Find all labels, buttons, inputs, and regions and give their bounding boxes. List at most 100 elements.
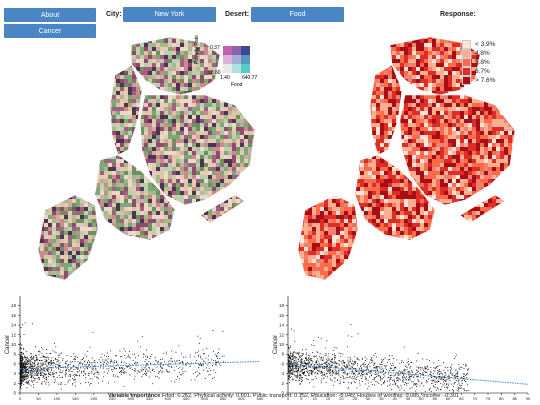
data-point bbox=[57, 354, 59, 356]
data-point bbox=[288, 360, 290, 362]
data-point bbox=[74, 374, 76, 376]
data-point bbox=[302, 367, 304, 369]
data-point bbox=[207, 370, 209, 372]
data-point bbox=[216, 361, 218, 363]
data-point bbox=[416, 383, 418, 385]
about-button[interactable]: About bbox=[4, 8, 96, 22]
data-point bbox=[52, 372, 53, 374]
data-point bbox=[417, 376, 419, 377]
data-point bbox=[145, 355, 147, 357]
data-point bbox=[453, 390, 455, 392]
data-point bbox=[24, 363, 26, 365]
data-point bbox=[72, 371, 74, 373]
data-point bbox=[33, 355, 34, 357]
data-point bbox=[58, 363, 60, 365]
data-point bbox=[148, 367, 150, 369]
data-point bbox=[23, 364, 25, 366]
data-point bbox=[105, 363, 107, 365]
data-point bbox=[292, 378, 294, 380]
data-point bbox=[359, 384, 361, 386]
data-point bbox=[454, 356, 456, 358]
data-point bbox=[343, 369, 345, 371]
data-point bbox=[28, 383, 30, 385]
data-point bbox=[182, 372, 184, 374]
x-tick-label: 55 bbox=[432, 396, 437, 401]
data-point bbox=[440, 371, 442, 373]
y-tick-label: 16 bbox=[11, 313, 17, 318]
data-point bbox=[374, 366, 376, 368]
data-point bbox=[48, 384, 50, 386]
data-point bbox=[70, 371, 72, 373]
data-point bbox=[306, 366, 308, 368]
data-point bbox=[113, 374, 114, 376]
data-point bbox=[67, 381, 69, 383]
data-point bbox=[55, 357, 56, 359]
data-point bbox=[175, 379, 177, 380]
data-point bbox=[450, 383, 452, 385]
data-point bbox=[448, 384, 450, 386]
data-point bbox=[199, 373, 201, 375]
data-point bbox=[288, 370, 290, 372]
data-point bbox=[301, 369, 303, 371]
data-point bbox=[78, 363, 80, 365]
data-point bbox=[453, 386, 455, 388]
data-point bbox=[295, 359, 297, 361]
data-point bbox=[48, 369, 50, 371]
data-point bbox=[304, 374, 306, 376]
data-point bbox=[438, 378, 440, 380]
x-tick-label: 200 bbox=[91, 396, 98, 401]
data-point bbox=[202, 364, 204, 365]
data-point bbox=[21, 379, 23, 381]
data-point bbox=[377, 366, 379, 368]
data-point bbox=[25, 359, 27, 361]
data-point bbox=[448, 377, 450, 379]
x-tick-label: 20 bbox=[339, 396, 344, 401]
data-point bbox=[320, 366, 322, 368]
data-point bbox=[343, 362, 345, 364]
data-point bbox=[461, 380, 463, 382]
data-point bbox=[311, 365, 313, 367]
x-tick-label: 50 bbox=[419, 396, 424, 401]
data-point bbox=[44, 360, 46, 362]
data-point bbox=[54, 380, 56, 382]
data-point bbox=[433, 386, 435, 388]
data-point bbox=[454, 374, 456, 376]
data-point bbox=[65, 372, 67, 374]
data-point bbox=[298, 366, 300, 368]
data-point bbox=[162, 364, 164, 366]
data-point bbox=[30, 373, 32, 375]
data-point bbox=[345, 373, 347, 375]
data-point bbox=[20, 361, 22, 363]
data-point bbox=[311, 364, 313, 365]
data-point bbox=[332, 354, 334, 356]
bivariate-map[interactable] bbox=[20, 35, 280, 285]
data-point bbox=[21, 356, 23, 357]
data-point bbox=[331, 370, 333, 372]
data-point bbox=[403, 346, 405, 348]
data-point bbox=[152, 368, 154, 370]
data-point bbox=[414, 390, 416, 392]
data-point bbox=[294, 375, 296, 377]
data-point bbox=[88, 365, 90, 366]
data-point bbox=[297, 358, 299, 360]
data-point bbox=[20, 366, 21, 368]
cancer-button[interactable]: Cancer bbox=[4, 24, 96, 38]
data-point bbox=[389, 375, 391, 377]
response-map[interactable] bbox=[280, 35, 540, 285]
data-point bbox=[171, 360, 173, 362]
data-point bbox=[450, 368, 452, 370]
data-point bbox=[388, 384, 390, 386]
desert-select[interactable]: Food bbox=[251, 7, 344, 22]
data-point bbox=[322, 372, 323, 374]
city-select[interactable]: New York bbox=[123, 7, 216, 22]
data-point bbox=[58, 366, 60, 368]
data-point bbox=[28, 366, 30, 368]
data-point bbox=[342, 353, 344, 355]
data-point bbox=[288, 376, 290, 377]
data-point bbox=[463, 363, 465, 365]
data-point bbox=[316, 368, 318, 370]
data-point bbox=[446, 378, 448, 380]
data-point bbox=[45, 362, 47, 364]
data-point bbox=[129, 374, 131, 376]
data-point bbox=[119, 356, 121, 358]
